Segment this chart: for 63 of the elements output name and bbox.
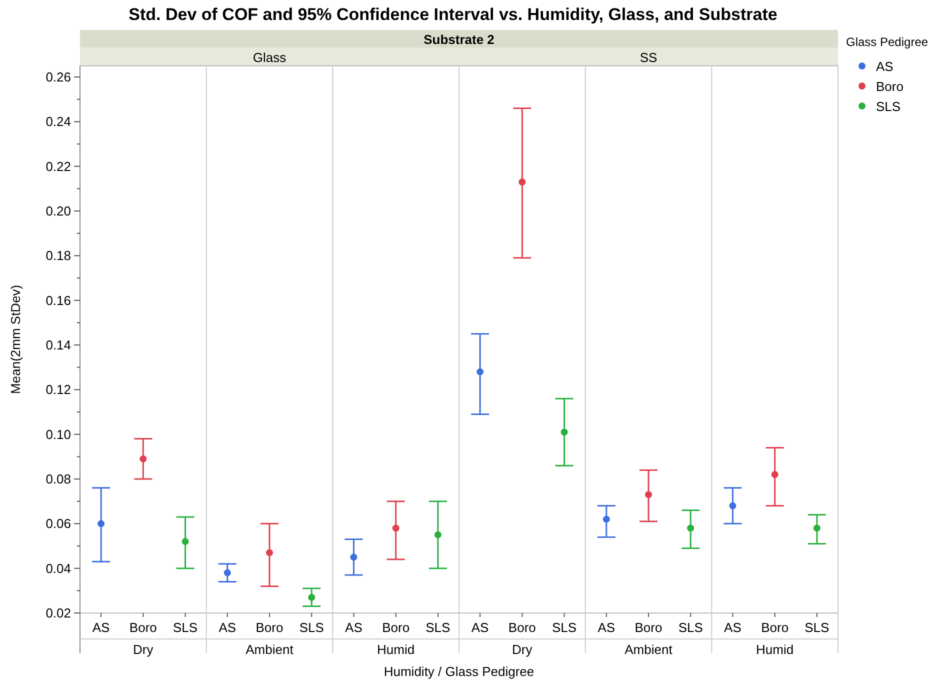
y-tick-label: 0.22 xyxy=(46,158,71,174)
point xyxy=(350,554,358,561)
x-tick-label: AS xyxy=(598,620,616,635)
y-axis-title: Mean(2mm StDev) xyxy=(8,284,23,394)
y-tick-label: 0.02 xyxy=(46,606,71,620)
y-tick-label: 0.04 xyxy=(46,560,71,576)
text: 0.10 xyxy=(46,426,71,442)
point xyxy=(687,524,694,532)
point xyxy=(434,531,442,538)
x-tick-label: Boro xyxy=(129,620,157,635)
y-tick-label: 0.16 xyxy=(46,292,71,308)
x-tick-label: AS xyxy=(471,620,490,635)
point xyxy=(729,502,736,510)
x-tick-label: Boro xyxy=(508,620,536,635)
y-tick-label: 0.06 xyxy=(46,516,71,532)
text: Dry xyxy=(512,642,533,657)
y-tick-label: 0.08 xyxy=(46,472,71,486)
x-tick-label: SLS xyxy=(299,620,324,635)
x-tick-label: Boro xyxy=(634,620,662,635)
legend-title: Glass Pedigree xyxy=(846,35,928,49)
x-tick-label: SLS xyxy=(172,620,198,635)
y-tick-label: 0.14 xyxy=(46,338,71,352)
x-tick-label: Boro xyxy=(256,620,284,635)
x-tick-label: AS xyxy=(345,620,363,635)
x-tick-label: AS xyxy=(92,620,110,635)
point xyxy=(476,368,484,376)
x-tick-label: AS xyxy=(724,620,742,635)
point xyxy=(771,471,778,478)
text: Glass xyxy=(252,50,287,65)
point xyxy=(813,524,820,532)
x-tick-label: SLS xyxy=(552,620,577,635)
chart-title: Std. Dev of COF and 95% Confidence Interval vs. Humidity, Glass, and Substrate xyxy=(128,5,778,24)
y-tick-label: 0.24 xyxy=(46,114,71,130)
text: Dry xyxy=(133,642,154,657)
x-tick-label: SLS xyxy=(426,620,451,635)
y-tick-label: 0.18 xyxy=(46,248,71,264)
point xyxy=(392,524,400,532)
x-tick-label: Boro xyxy=(761,620,789,635)
point xyxy=(182,538,189,546)
point xyxy=(266,549,273,556)
x-tick-label: SLS xyxy=(804,620,830,635)
legend-label: Boro xyxy=(876,79,904,94)
y-tick-label: 0.26 xyxy=(46,70,71,84)
point xyxy=(98,520,105,528)
point xyxy=(560,428,568,436)
text: Substrate 2 xyxy=(424,32,494,47)
text: Humid xyxy=(377,642,415,657)
x-tick-label: SLS xyxy=(678,620,704,635)
point xyxy=(602,516,610,523)
point xyxy=(518,178,526,186)
text: SS xyxy=(640,50,658,65)
text: Ambient xyxy=(246,642,294,657)
text: Humid xyxy=(756,642,794,657)
x-axis-title: Humidity / Glass Pedigree xyxy=(384,664,534,679)
point xyxy=(140,455,147,462)
text: 0.20 xyxy=(46,204,71,218)
x-tick-label: AS xyxy=(218,620,236,635)
legend-label: SLS xyxy=(876,99,901,114)
text: Ambient xyxy=(624,642,673,657)
point xyxy=(645,491,652,498)
x-tick-label: Boro xyxy=(382,620,410,635)
legend-label: AS xyxy=(876,59,894,74)
y-tick-label: 0.12 xyxy=(46,382,71,398)
